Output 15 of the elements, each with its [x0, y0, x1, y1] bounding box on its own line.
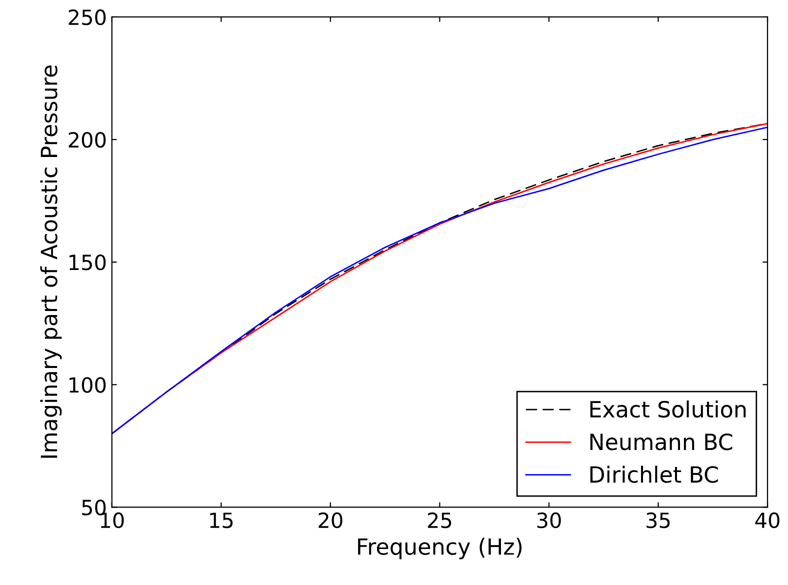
y-tick-label: 150 [70, 254, 106, 270]
y-tick-label: 250 [68, 9, 106, 26]
x-tick-label: 40 [755, 512, 780, 528]
x-tick-label: 35 [646, 512, 670, 528]
y-tick-label: 200 [68, 132, 106, 148]
y-tick-label: 100 [70, 377, 106, 393]
x-tick-label: 20 [318, 512, 342, 528]
x-axis-title: Frequency (Hz) [358, 538, 522, 560]
y-axis-title: Imaginary part of Acoustic Pressure [40, 65, 62, 458]
x-tick-label: 25 [428, 512, 452, 528]
legend-label: Dirichlet BC [590, 466, 718, 483]
x-tick-label: 15 [210, 512, 233, 528]
legend-label: Neumann BC [590, 433, 732, 450]
legend-label: Exact Solution [590, 400, 746, 418]
x-tick-label: 30 [537, 512, 561, 528]
